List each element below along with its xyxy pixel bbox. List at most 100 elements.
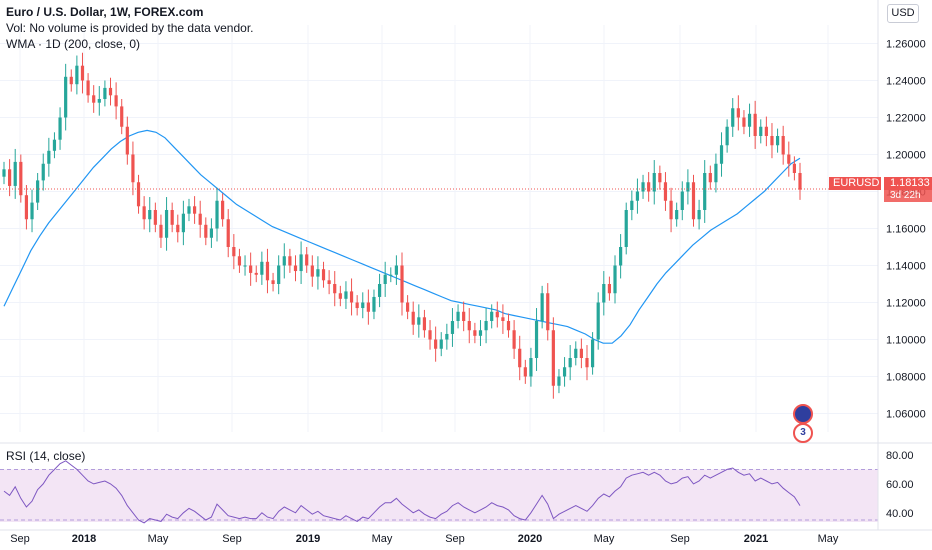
- rsi-pane: [0, 460, 878, 524]
- candle-down: [770, 136, 774, 146]
- symbol-price-tag: EURUSD: [829, 177, 881, 190]
- grid: [0, 25, 878, 432]
- price-tick-label: 1.26000: [886, 39, 926, 51]
- candle-up: [316, 269, 320, 277]
- candle-up: [484, 321, 488, 331]
- candle-up: [630, 200, 634, 210]
- price-tick-label: 1.08000: [886, 372, 926, 384]
- candle-up: [389, 274, 393, 276]
- wma-label[interactable]: WMA · 1D (200, close, 0): [6, 37, 141, 51]
- candle-up: [759, 126, 763, 136]
- candle-up: [619, 247, 623, 266]
- candle-up: [445, 333, 449, 340]
- candle-up: [13, 161, 17, 186]
- event-count-badge[interactable]: 3: [793, 423, 813, 443]
- chart-legend: Euro / U.S. Dollar, 1W, FOREX.com Vol: N…: [6, 4, 253, 52]
- candle-up: [596, 302, 600, 340]
- candle-down: [708, 173, 712, 183]
- candle-down: [764, 126, 768, 136]
- candle-down: [80, 65, 85, 81]
- candle-down: [125, 126, 129, 155]
- candle-down: [798, 173, 802, 190]
- currency-button[interactable]: USD: [887, 4, 919, 23]
- candle-up: [574, 348, 578, 358]
- candle-down: [92, 95, 96, 103]
- candle-up: [562, 367, 567, 377]
- candle-down: [204, 224, 208, 238]
- candle-up: [719, 145, 724, 164]
- candle-down: [288, 256, 292, 266]
- candle-down: [691, 182, 696, 220]
- candle-down: [69, 76, 73, 85]
- candle-up: [260, 261, 264, 275]
- candle-down: [355, 302, 359, 309]
- candle-up: [775, 136, 780, 146]
- candle-up: [97, 99, 101, 103]
- candle-up: [209, 228, 214, 238]
- candle-down: [192, 206, 197, 214]
- candle-up: [478, 330, 483, 336]
- candle-down: [585, 358, 589, 368]
- candle-down: [327, 280, 331, 284]
- candle-up: [635, 191, 640, 201]
- time-tick-label: 2018: [72, 533, 96, 545]
- candle-down: [753, 113, 757, 136]
- volume-note: Vol: No volume is provided by the data v…: [6, 21, 254, 35]
- candle-up: [450, 321, 455, 334]
- candle-up: [30, 202, 34, 220]
- candle-up: [529, 358, 533, 377]
- candle-up: [36, 180, 40, 203]
- candle-down: [19, 161, 23, 196]
- candle-up: [2, 169, 6, 177]
- candle-up: [181, 213, 185, 233]
- candle-down: [349, 291, 354, 303]
- candle-down: [473, 330, 477, 336]
- candle-down: [293, 265, 298, 272]
- candle-down: [265, 261, 270, 281]
- rsi-tick-label: 40.00: [886, 508, 914, 520]
- candle-up: [383, 274, 387, 284]
- candle-up: [64, 76, 68, 118]
- candle-down: [254, 272, 258, 275]
- candle-up: [299, 254, 303, 272]
- economic-event-icon[interactable]: [793, 404, 813, 424]
- candle-up: [377, 284, 382, 297]
- price-tick-label: 1.12000: [886, 298, 926, 310]
- time-tick-label: May: [148, 533, 169, 545]
- candle-down: [506, 321, 511, 331]
- candle-up: [602, 284, 606, 303]
- candle-down: [310, 265, 314, 277]
- candle-up: [282, 256, 286, 266]
- candle-down: [176, 224, 180, 233]
- candle-up: [534, 321, 539, 358]
- time-tick-label: Sep: [670, 533, 690, 545]
- time-tick-label: May: [372, 533, 393, 545]
- candle-down: [434, 339, 438, 349]
- candle-down: [8, 169, 12, 186]
- candle-down: [86, 80, 90, 96]
- time-tick-label: 2019: [296, 533, 320, 545]
- bar-countdown: 3d 22h: [884, 190, 932, 202]
- candle-up: [52, 139, 57, 151]
- time-tick-label: May: [818, 533, 839, 545]
- time-tick-label: 2021: [744, 533, 768, 545]
- candle-down: [467, 321, 471, 331]
- candle-up: [372, 296, 376, 312]
- candle-down: [24, 195, 29, 220]
- candle-up: [613, 265, 617, 294]
- candle-down: [428, 330, 432, 340]
- candle-down: [546, 293, 550, 331]
- candle-down: [136, 182, 141, 207]
- candle-up: [540, 293, 544, 321]
- candle-down: [781, 136, 785, 155]
- candle-down: [305, 254, 309, 266]
- candle-down: [663, 182, 668, 201]
- price-tick-label: 1.06000: [886, 409, 926, 421]
- candle-down: [462, 311, 466, 321]
- price-tick-label: 1.14000: [886, 261, 926, 273]
- candle-down: [607, 284, 612, 294]
- rsi-line: [3, 460, 801, 524]
- candle-up: [58, 117, 62, 140]
- candle-down: [249, 265, 253, 273]
